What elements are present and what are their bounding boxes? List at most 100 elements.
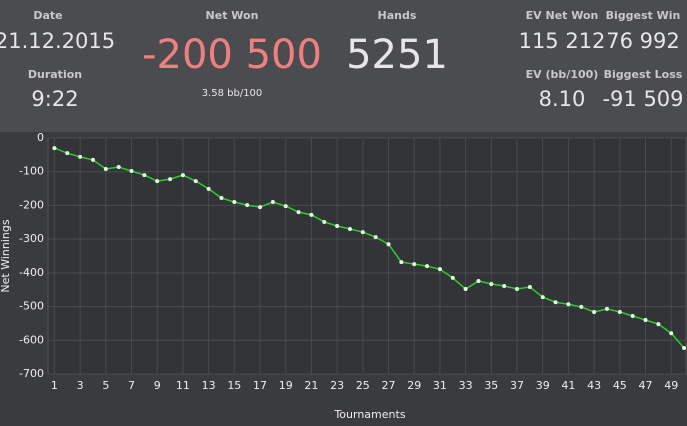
point xyxy=(335,223,340,228)
x-tick-label: 33 xyxy=(459,379,473,392)
x-tick-label: 31 xyxy=(433,379,447,392)
x-tick-label: 5 xyxy=(102,379,109,392)
x-tick-label: 19 xyxy=(279,379,293,392)
stat-value: 5251 xyxy=(346,32,448,78)
point xyxy=(360,230,365,235)
point xyxy=(437,267,442,272)
point xyxy=(103,167,108,172)
point xyxy=(296,210,301,215)
x-tick-label: 15 xyxy=(227,379,241,392)
point xyxy=(386,242,391,247)
x-tick-label: 27 xyxy=(382,379,396,392)
point xyxy=(476,278,481,283)
stat-sub: 3.58 bb/100 xyxy=(202,88,263,99)
point xyxy=(450,275,455,280)
point xyxy=(656,322,661,327)
x-tick-label: 29 xyxy=(407,379,421,392)
point xyxy=(258,205,263,210)
point xyxy=(579,304,584,309)
x-tick-label: 37 xyxy=(510,379,524,392)
point xyxy=(168,177,173,182)
point xyxy=(489,281,494,286)
stat-value: -91 509 xyxy=(602,87,683,111)
stat-value: 9:22 xyxy=(31,87,78,111)
point xyxy=(270,200,275,205)
point xyxy=(553,300,558,305)
point xyxy=(540,295,545,300)
y-axis-title: Net Winnings xyxy=(0,219,12,292)
y-tick-label: 0 xyxy=(37,131,44,144)
point xyxy=(155,179,160,184)
point xyxy=(283,204,288,209)
stat-label: EV (bb/100) xyxy=(526,68,599,81)
point xyxy=(425,264,430,269)
y-tick-label: -600 xyxy=(19,333,44,346)
point xyxy=(309,212,314,217)
x-tick-label: 49 xyxy=(664,379,678,392)
x-tick-label: 43 xyxy=(587,379,601,392)
x-tick-label: 13 xyxy=(202,379,216,392)
point xyxy=(347,227,352,232)
point xyxy=(129,169,134,174)
plot-area xyxy=(47,137,687,375)
stat-label: Biggest Loss xyxy=(604,68,683,81)
x-tick-label: 3 xyxy=(77,379,84,392)
point xyxy=(399,260,404,265)
stat-label: Duration xyxy=(28,68,82,81)
point xyxy=(604,306,609,311)
x-tick-label: 47 xyxy=(639,379,653,392)
point xyxy=(142,173,147,178)
point xyxy=(643,318,648,323)
stat-value: 8.10 xyxy=(539,87,586,111)
y-tick-label: -200 xyxy=(19,198,44,211)
point xyxy=(52,146,57,151)
x-tick-label: 9 xyxy=(154,379,161,392)
stat-value: -200 500 xyxy=(142,32,322,78)
x-tick-label: 41 xyxy=(561,379,575,392)
x-tick-label: 39 xyxy=(536,379,550,392)
stat-label: Biggest Win xyxy=(606,9,681,22)
x-tick-label: 35 xyxy=(484,379,498,392)
point xyxy=(180,173,185,178)
y-tick-label: -100 xyxy=(19,165,44,178)
x-tick-label: 1 xyxy=(51,379,58,392)
point xyxy=(515,287,520,292)
stat-label: Hands xyxy=(378,9,417,22)
point xyxy=(78,154,83,159)
header-panel xyxy=(0,0,687,132)
point xyxy=(617,309,622,314)
x-tick-label: 7 xyxy=(128,379,135,392)
point xyxy=(682,346,687,351)
point xyxy=(193,179,198,184)
point xyxy=(65,151,70,156)
point xyxy=(232,200,237,205)
x-tick-label: 21 xyxy=(304,379,318,392)
x-tick-label: 11 xyxy=(176,379,190,392)
point xyxy=(630,314,635,319)
point xyxy=(322,219,327,224)
point xyxy=(219,196,224,201)
x-tick-label: 25 xyxy=(356,379,370,392)
x-tick-label: 45 xyxy=(613,379,627,392)
stat-label: Date xyxy=(33,9,62,22)
point xyxy=(502,284,507,289)
point xyxy=(116,164,121,169)
y-tick-label: -700 xyxy=(19,367,44,380)
y-tick-label: -300 xyxy=(19,232,44,245)
x-tick-label: 23 xyxy=(330,379,344,392)
point xyxy=(463,287,468,292)
stat-label: EV Net Won xyxy=(526,9,599,22)
point xyxy=(566,302,571,307)
stat-value: 21.12.2015 xyxy=(0,29,115,53)
x-axis-title: Tournaments xyxy=(333,408,405,421)
stat-value: 115 212 xyxy=(519,29,606,53)
point xyxy=(206,186,211,191)
y-tick-label: -400 xyxy=(19,266,44,279)
stat-label: Net Won xyxy=(206,9,259,22)
point xyxy=(373,235,378,240)
point xyxy=(527,285,532,290)
x-tick-label: 17 xyxy=(253,379,267,392)
stat-value: 76 992 xyxy=(606,29,679,53)
point xyxy=(90,157,95,162)
